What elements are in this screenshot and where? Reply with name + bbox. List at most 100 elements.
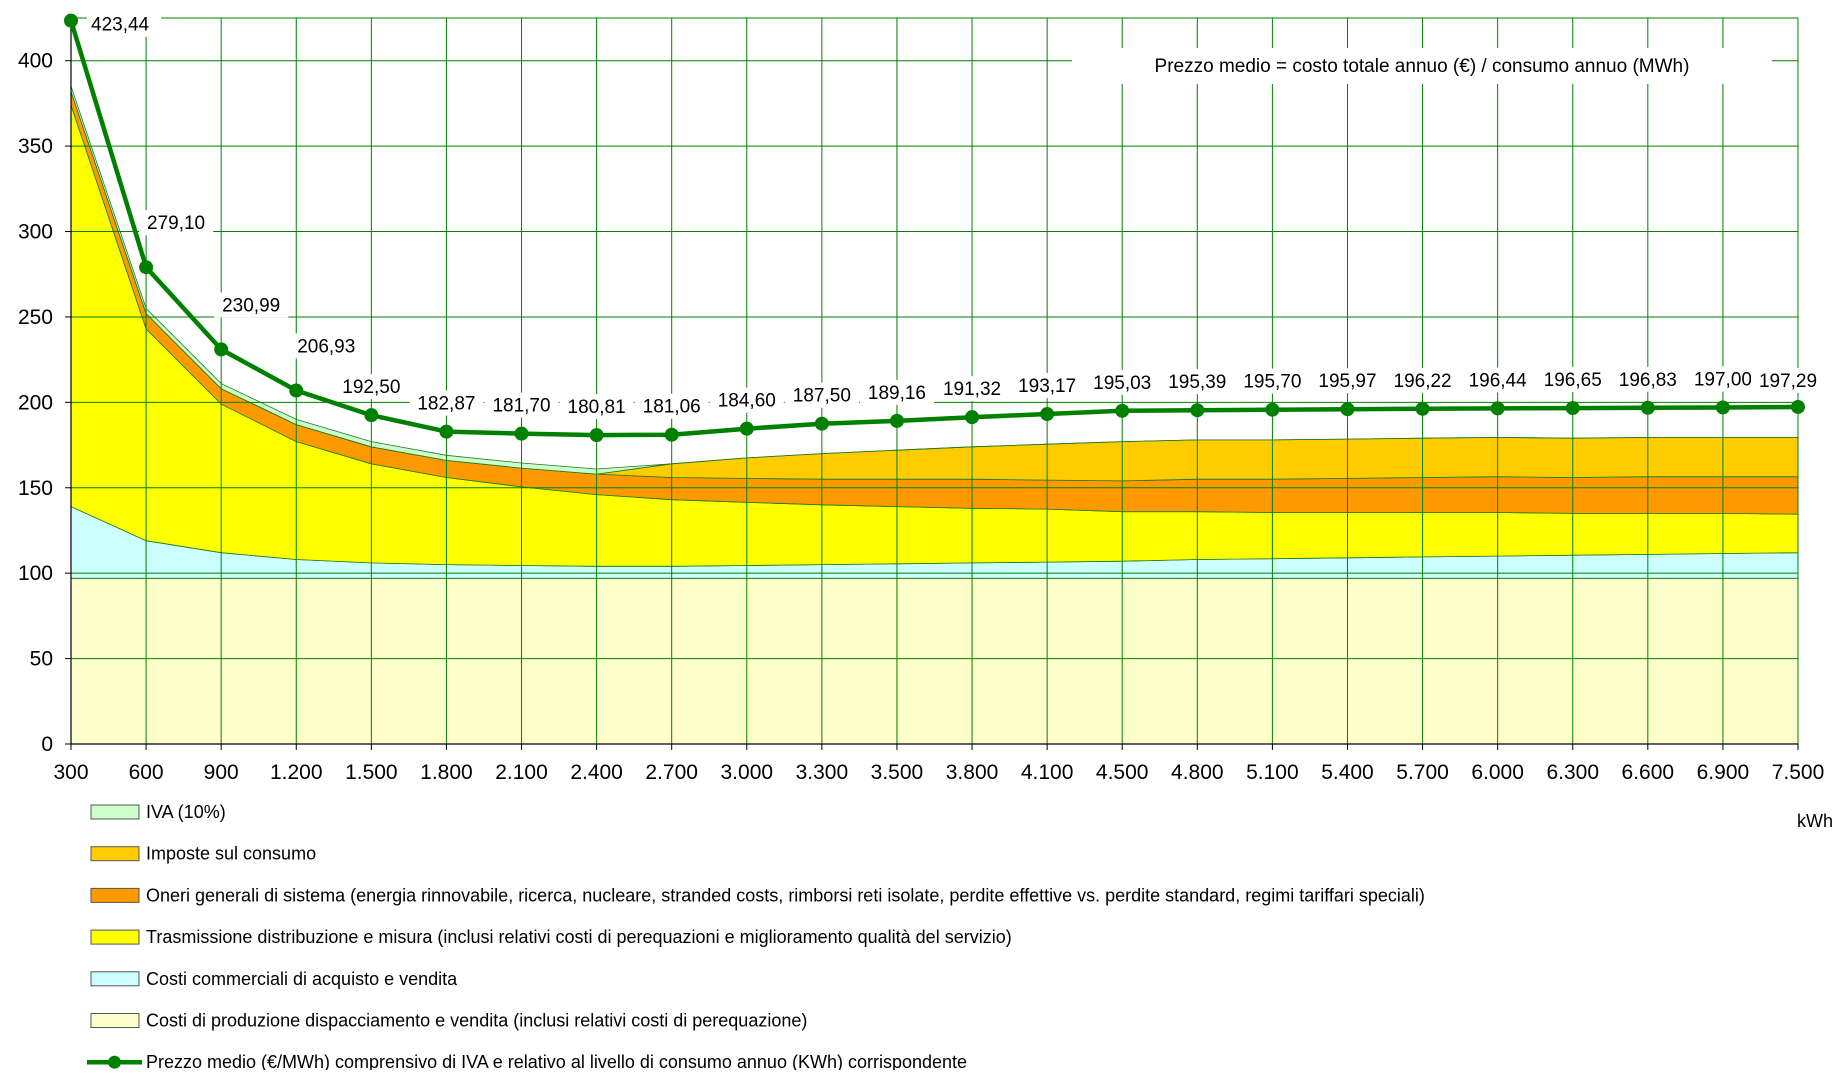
price-data-label: 189,16 bbox=[868, 383, 926, 404]
price-label-bg bbox=[634, 393, 709, 419]
area-layer bbox=[70, 86, 1799, 745]
legend-item-label: Oneri generali di sistema (energia rinno… bbox=[146, 885, 1425, 905]
legend-swatch bbox=[90, 804, 140, 820]
area-series-6 bbox=[70, 86, 1798, 475]
x-tick-label: 7.500 bbox=[1772, 761, 1825, 784]
y-tick-label: 200 bbox=[18, 391, 53, 414]
price-label-bg bbox=[87, 11, 161, 37]
x-tick-label: 4.500 bbox=[1096, 761, 1149, 784]
x-tick-label: 1.800 bbox=[420, 761, 473, 784]
legend-swatch bbox=[90, 887, 140, 903]
price-label-bg bbox=[1751, 367, 1825, 393]
note-box bbox=[1072, 48, 1772, 84]
axes-layer: 0 50 100 150 200 250 300 350 400 300 600 900 1.200 1.… bbox=[18, 18, 1824, 784]
y-tick-label: 400 bbox=[18, 50, 53, 73]
x-tick-label: 5.400 bbox=[1321, 761, 1374, 784]
price-point bbox=[664, 427, 679, 442]
price-label-bg bbox=[559, 394, 634, 420]
price-point bbox=[64, 13, 78, 28]
x-tick-label: 1.500 bbox=[345, 761, 398, 784]
price-point bbox=[1190, 403, 1205, 418]
y-tick-label: 350 bbox=[18, 135, 53, 158]
x-tick-label: 5.100 bbox=[1246, 761, 1299, 784]
price-data-label: 196,83 bbox=[1619, 370, 1677, 391]
price-data-label: 195,03 bbox=[1093, 373, 1151, 394]
price-label-bg bbox=[1310, 368, 1385, 394]
y-tick-label: 300 bbox=[18, 221, 53, 244]
price-point bbox=[889, 413, 904, 428]
price-point bbox=[814, 416, 829, 431]
legend-swatch bbox=[90, 971, 140, 987]
y-tick-label: 0 bbox=[41, 733, 53, 756]
price-point bbox=[214, 342, 229, 357]
y-tick-label: 250 bbox=[18, 306, 53, 329]
area-series-1 bbox=[70, 577, 1799, 745]
price-label-bg bbox=[1535, 367, 1610, 393]
x-tick-label: 2.100 bbox=[495, 761, 548, 784]
price-data-label: 196,44 bbox=[1469, 370, 1528, 391]
legend-item-label: IVA (10%) bbox=[146, 802, 226, 822]
price-point bbox=[364, 408, 379, 423]
price-label-bg bbox=[784, 382, 859, 408]
x-tick-label: 600 bbox=[129, 761, 164, 784]
legend-item-label: Prezzo medio (€/MWh) comprensivo di IVA … bbox=[146, 1052, 967, 1070]
x-axis-unit-label: kWh bbox=[1797, 811, 1833, 831]
x-tick-label: 3.500 bbox=[871, 761, 924, 784]
price-data-label: 206,93 bbox=[297, 337, 355, 358]
x-tick-label: 6.300 bbox=[1546, 761, 1599, 784]
price-point bbox=[289, 383, 304, 398]
price-label-bg bbox=[214, 292, 289, 318]
price-data-label: 279,10 bbox=[147, 213, 205, 234]
x-tick-label: 3.300 bbox=[796, 761, 849, 784]
x-tick-label: 6.000 bbox=[1471, 761, 1524, 784]
legend-item-label: Costi di produzione dispacciamento e ven… bbox=[146, 1011, 807, 1031]
x-tick-label: 1.200 bbox=[270, 761, 323, 784]
price-point bbox=[1040, 407, 1055, 422]
price-point bbox=[1715, 400, 1730, 415]
price-label-bg bbox=[409, 390, 484, 416]
price-data-label: 182,87 bbox=[417, 394, 475, 415]
x-tick-label: 2.400 bbox=[570, 761, 623, 784]
price-label-bg bbox=[1610, 366, 1685, 392]
price-label-bg bbox=[1385, 367, 1460, 393]
legend-swatch bbox=[90, 929, 140, 945]
price-data-label: 192,50 bbox=[342, 377, 400, 398]
price-point bbox=[1791, 399, 1805, 414]
legend-item-label: Imposte sul consumo bbox=[146, 844, 316, 864]
price-data-label: 196,65 bbox=[1544, 370, 1602, 391]
legend-item-label: Trasmissione distribuzione e misura (inc… bbox=[146, 927, 1012, 947]
price-data-label: 184,60 bbox=[718, 391, 776, 412]
price-data-label: 197,00 bbox=[1694, 369, 1752, 390]
price-point bbox=[1340, 402, 1355, 417]
price-data-label: 180,81 bbox=[568, 397, 626, 418]
x-tick-label: 2.700 bbox=[645, 761, 698, 784]
price-point bbox=[1115, 403, 1130, 418]
y-tick-label: 150 bbox=[18, 477, 53, 500]
price-label-bg bbox=[139, 210, 214, 236]
price-label-bg bbox=[484, 392, 559, 418]
price-point bbox=[1490, 401, 1505, 416]
price-point bbox=[139, 260, 154, 275]
legend-line-marker bbox=[108, 1055, 121, 1069]
price-label-bg bbox=[1685, 366, 1760, 392]
price-data-label: 423,44 bbox=[91, 15, 150, 36]
x-tick-label: 6.900 bbox=[1697, 761, 1750, 784]
line-layer: 423,44 279,10 230,99 206,93 192,50 182,87 181,… bbox=[64, 11, 1825, 443]
price-point bbox=[1415, 401, 1430, 416]
legend-swatch bbox=[90, 1013, 140, 1028]
price-label-bg bbox=[334, 374, 409, 400]
price-data-label: 187,50 bbox=[793, 386, 851, 407]
legend-item-label: Costi commerciali di acquisto e vendita bbox=[146, 969, 458, 989]
price-label-bg bbox=[709, 387, 784, 413]
price-data-label: 195,70 bbox=[1243, 372, 1301, 393]
price-label-bg bbox=[1010, 373, 1085, 399]
x-tick-label: 300 bbox=[53, 761, 88, 784]
price-data-label: 181,70 bbox=[492, 396, 550, 417]
price-data-label: 191,32 bbox=[943, 379, 1001, 400]
price-point bbox=[739, 421, 754, 436]
y-tick-label: 100 bbox=[18, 562, 53, 585]
price-data-label: 193,17 bbox=[1018, 376, 1076, 397]
price-data-label: 197,29 bbox=[1759, 371, 1817, 392]
